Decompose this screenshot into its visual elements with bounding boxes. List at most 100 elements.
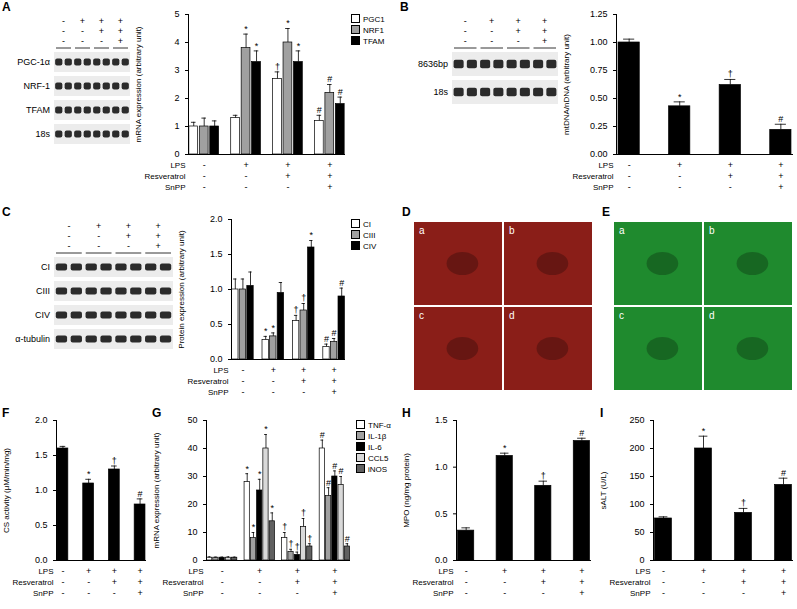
svg-text:1.00: 1.00 [590, 37, 608, 47]
svg-text:-: - [464, 36, 467, 46]
svg-text:mRNA expression (arbitrary uni: mRNA expression (arbitrary unit) [152, 432, 161, 548]
svg-text:+: + [579, 566, 584, 576]
svg-text:#: # [326, 478, 331, 488]
svg-text:0.00: 0.00 [590, 149, 608, 159]
svg-text:+: + [327, 160, 332, 170]
svg-text:+: + [137, 566, 142, 576]
svg-text:-: - [503, 588, 506, 598]
svg-text:NRF-1: NRF-1 [24, 81, 51, 91]
svg-text:+: + [327, 182, 332, 192]
svg-text:-: - [203, 182, 206, 192]
svg-text:+: + [542, 26, 547, 36]
svg-text:*: * [297, 41, 301, 51]
svg-text:#: # [338, 87, 343, 97]
svg-text:LPS: LPS [635, 567, 650, 576]
svg-text:mtDNA/nDNA (arbitrary unit): mtDNA/nDNA (arbitrary unit) [562, 34, 571, 135]
svg-text:18s: 18s [35, 129, 50, 139]
svg-text:-: - [241, 376, 244, 386]
svg-text:20: 20 [187, 499, 197, 509]
svg-text:1.5: 1.5 [35, 450, 48, 460]
svg-text:-: - [221, 588, 224, 598]
svg-text:2: 2 [174, 93, 179, 103]
svg-text:-: - [241, 365, 244, 375]
svg-text:-: - [258, 577, 261, 587]
svg-text:50: 50 [634, 527, 644, 537]
svg-text:*: * [272, 323, 276, 333]
svg-text:40: 40 [187, 443, 197, 453]
svg-text:-: - [61, 588, 64, 598]
svg-text:α-tubulin: α-tubulin [15, 334, 50, 344]
svg-text:+: + [80, 16, 85, 26]
svg-text:+: + [155, 231, 160, 241]
svg-text:+: + [579, 588, 584, 598]
svg-text:+: + [86, 566, 91, 576]
svg-text:-: - [61, 577, 64, 587]
svg-text:+: + [112, 566, 117, 576]
svg-text:CI: CI [41, 262, 50, 272]
svg-text:-: - [302, 387, 305, 397]
svg-text:-: - [542, 588, 545, 598]
svg-text:*: * [252, 522, 256, 532]
svg-text:2.0: 2.0 [210, 214, 223, 224]
svg-text:2.0: 2.0 [35, 415, 48, 425]
svg-text:a: a [419, 225, 425, 236]
svg-text:SnPP: SnPP [593, 183, 613, 192]
svg-text:†: † [282, 522, 287, 532]
svg-text:1.5: 1.5 [210, 249, 223, 259]
svg-text:-: - [245, 182, 248, 192]
svg-text:-: - [258, 588, 261, 598]
svg-text:#: # [320, 430, 325, 440]
svg-text:c: c [419, 310, 424, 321]
svg-text:-: - [286, 182, 289, 192]
svg-text:0.50: 0.50 [590, 93, 608, 103]
svg-text:+: + [332, 577, 337, 587]
svg-text:SnPP: SnPP [183, 589, 203, 598]
svg-text:+: + [243, 160, 248, 170]
svg-text:-: - [296, 588, 299, 598]
svg-text:b: b [509, 225, 515, 236]
svg-text:†: † [541, 471, 546, 481]
svg-text:-: - [490, 36, 493, 46]
svg-text:-: - [203, 171, 206, 181]
svg-text:+: + [542, 36, 547, 46]
svg-text:-: - [729, 182, 732, 192]
svg-text:+: + [781, 588, 786, 598]
svg-text:1: 1 [174, 121, 179, 131]
svg-text:-: - [127, 241, 130, 251]
svg-text:-: - [97, 231, 100, 241]
svg-text:+: + [137, 588, 142, 598]
svg-text:-: - [245, 171, 248, 181]
svg-text:+: + [542, 16, 547, 26]
svg-text:+: + [301, 376, 306, 386]
svg-text:+: + [295, 566, 300, 576]
svg-text:+: + [541, 566, 546, 576]
svg-text:0.0: 0.0 [435, 555, 448, 565]
svg-text:0.75: 0.75 [590, 65, 608, 75]
svg-text:Resveratrol: Resveratrol [188, 377, 229, 386]
svg-text:+: + [257, 566, 262, 576]
svg-text:+: + [778, 182, 783, 192]
svg-text:+: + [96, 221, 101, 231]
svg-text:+: + [516, 26, 521, 36]
svg-text:-: - [62, 36, 65, 46]
svg-text:TFAM: TFAM [26, 105, 50, 115]
svg-text:0.5: 0.5 [210, 319, 223, 329]
svg-text:150: 150 [629, 471, 644, 481]
svg-text:+: + [701, 566, 706, 576]
svg-text:+: + [781, 577, 786, 587]
svg-text:d: d [709, 310, 715, 321]
svg-text:+: + [778, 160, 783, 170]
svg-text:250: 250 [629, 415, 644, 425]
svg-text:#: # [138, 489, 143, 499]
svg-text:-: - [67, 231, 70, 241]
svg-text:+: + [781, 566, 786, 576]
svg-text:+: + [112, 577, 117, 587]
svg-text:+: + [331, 387, 336, 397]
svg-text:*: * [87, 469, 91, 479]
svg-text:CIV: CIV [35, 310, 50, 320]
svg-text:#: # [781, 468, 786, 478]
svg-text:+: + [285, 171, 290, 181]
svg-text:CIII: CIII [36, 286, 50, 296]
svg-text:-: - [464, 16, 467, 26]
svg-text:-: - [517, 36, 520, 46]
